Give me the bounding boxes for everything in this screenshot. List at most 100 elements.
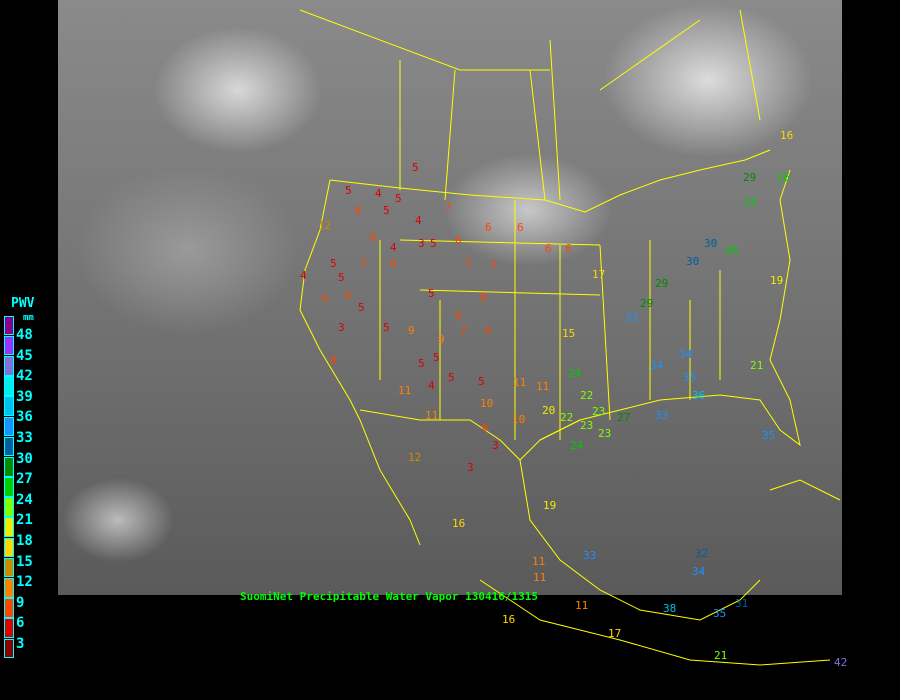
station-pwv-value: 33 — [583, 549, 597, 562]
station-pwv-value: 17 — [592, 268, 606, 281]
station-pwv-value: 29 — [743, 171, 757, 184]
station-pwv-value: 23 — [580, 419, 594, 432]
legend-label: 3 — [16, 636, 25, 652]
station-pwv-value: 5 — [330, 257, 337, 270]
station-pwv-value: 5 — [383, 204, 390, 217]
station-pwv-value: 8 — [480, 291, 487, 304]
station-pwv-value: 16 — [780, 129, 794, 142]
station-pwv-value: 29 — [655, 277, 669, 290]
station-pwv-value: 35 — [683, 371, 697, 384]
station-pwv-value: 12 — [318, 219, 332, 232]
station-pwv-value: 6 — [565, 242, 572, 255]
legend-label: 30 — [16, 450, 33, 467]
station-pwv-value: 6 — [485, 324, 492, 337]
station-pwv-value: 21 — [750, 359, 764, 372]
station-pwv-value: 36 — [692, 389, 706, 402]
station-pwv-value: 11 — [575, 599, 589, 612]
station-pwv-value: 5 — [433, 351, 440, 364]
station-pwv-value: 34 — [679, 348, 693, 361]
legend-swatch — [4, 436, 14, 457]
station-pwv-value: 5 — [428, 287, 435, 300]
legend-swatch — [4, 477, 14, 497]
station-pwv-value: 6 — [355, 204, 362, 217]
station-pwv-value: 6 — [482, 421, 489, 434]
mexico-coast — [519, 459, 761, 621]
station-pwv-value: 3 — [338, 321, 345, 334]
station-pwv-value: 4 — [415, 214, 422, 227]
legend-label: 42 — [16, 368, 33, 385]
satellite-image — [58, 0, 842, 595]
station-pwv-value: 31 — [735, 597, 749, 610]
station-pwv-value: 30 — [686, 255, 700, 268]
station-pwv-value: 22 — [580, 389, 594, 402]
legend-label: 6 — [16, 615, 25, 632]
legend-swatch — [4, 497, 14, 517]
station-pwv-value: 26 — [777, 171, 791, 184]
station-pwv-value: 6 — [322, 292, 329, 305]
station-pwv-value: 3 — [492, 439, 499, 452]
legend-label: 24 — [16, 491, 33, 508]
station-pwv-value: 5 — [448, 371, 455, 384]
station-pwv-value: 5 — [345, 184, 352, 197]
station-pwv-value: 3 — [467, 461, 474, 474]
canada-province-lines — [299, 9, 761, 201]
station-pwv-value: 12 — [408, 451, 422, 464]
legend-swatch — [4, 355, 14, 376]
station-pwv-value: 7 — [445, 201, 452, 214]
station-pwv-value: 24 — [568, 367, 582, 380]
station-pwv-value: 6 — [517, 221, 524, 234]
legend-label: 21 — [16, 512, 33, 529]
legend-title: PWV — [11, 296, 35, 311]
station-pwv-value: 5 — [478, 375, 485, 388]
central-america — [479, 579, 831, 666]
station-pwv-value: 6 — [545, 242, 552, 255]
station-pwv-value: 33 — [655, 409, 669, 422]
station-pwv-value: 23 — [598, 427, 612, 440]
station-pwv-value: 11 — [513, 376, 527, 389]
station-pwv-value: 5 — [430, 237, 437, 250]
black-margin — [58, 595, 842, 700]
station-pwv-value: 21 — [714, 649, 728, 662]
legend-swatch — [4, 335, 14, 356]
station-pwv-value: 4 — [300, 269, 307, 282]
legend-swatch — [4, 638, 14, 659]
station-pwv-value: 7 — [460, 325, 467, 338]
station-pwv-value: 30 — [704, 237, 718, 250]
station-pwv-value: 34 — [692, 565, 706, 578]
station-pwv-value: 42 — [834, 656, 848, 669]
legend-label: 33 — [16, 430, 33, 446]
legend-swatch — [4, 537, 14, 558]
station-pwv-value: 20 — [542, 404, 556, 417]
station-pwv-value: 10 — [480, 397, 494, 410]
station-pwv-value: 22 — [560, 411, 574, 424]
legend-label: 9 — [16, 594, 25, 611]
legend-swatch — [4, 315, 14, 336]
station-pwv-value: 38 — [663, 602, 677, 615]
station-pwv-value: 5 — [418, 357, 425, 370]
legend-swatch — [4, 618, 14, 638]
legend-label: 27 — [16, 471, 33, 488]
station-pwv-value: 9 — [438, 333, 445, 346]
legend-swatch — [4, 517, 14, 538]
legend-swatch — [4, 557, 14, 578]
legend-swatch — [4, 456, 14, 477]
legend-unit: mm — [23, 313, 34, 323]
station-pwv-value: 35 — [762, 429, 776, 442]
legend-label: 12 — [16, 574, 33, 591]
station-pwv-value: 6 — [455, 234, 462, 247]
legend-swatch — [4, 578, 14, 598]
station-pwv-value: 8 — [330, 354, 337, 367]
station-pwv-value: 29 — [640, 297, 654, 310]
station-pwv-value: 33 — [625, 311, 639, 324]
canada-us-border — [329, 149, 771, 213]
legend-swatch — [4, 416, 14, 437]
station-pwv-value: 5 — [338, 271, 345, 284]
station-pwv-value: 6 — [485, 221, 492, 234]
cuba — [769, 479, 841, 501]
station-pwv-value: 4 — [375, 187, 382, 200]
station-pwv-value: 10 — [512, 413, 526, 426]
legend-swatch — [4, 396, 14, 416]
legend-label: 39 — [16, 388, 33, 405]
station-pwv-value: 5 — [358, 301, 365, 314]
station-pwv-value: 26 — [725, 244, 739, 257]
